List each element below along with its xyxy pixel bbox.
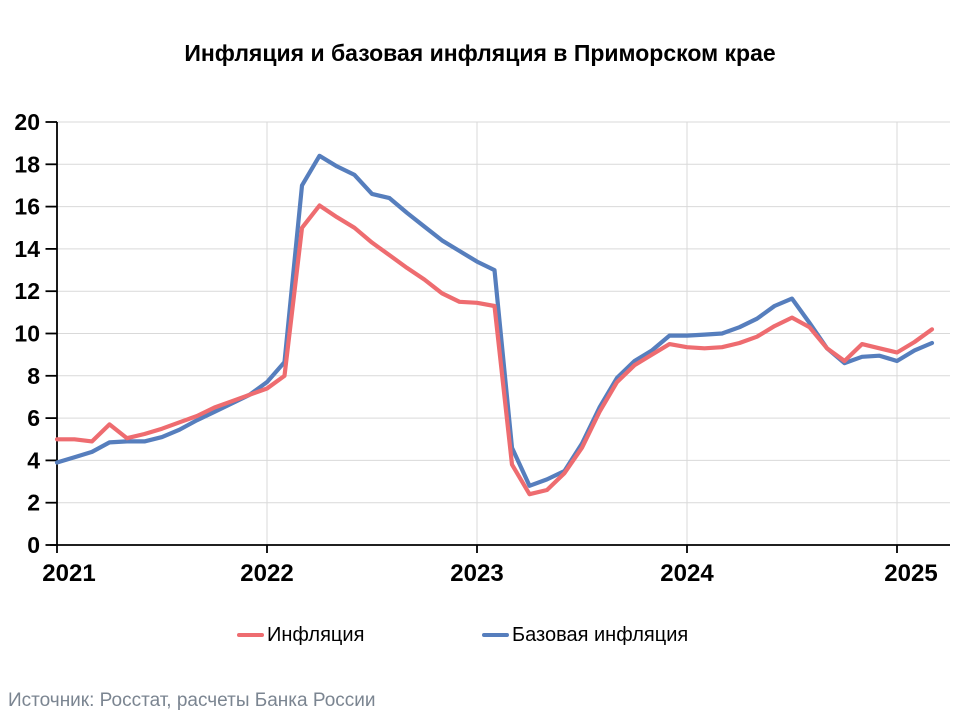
core-inflation-line-swatch-icon xyxy=(482,633,509,637)
inflation-line-swatch-icon xyxy=(237,633,264,637)
y-axis-tick-label: 2 xyxy=(27,490,40,516)
series-line-core-inflation xyxy=(54,153,935,488)
y-axis-tick-label: 16 xyxy=(14,194,40,220)
source-note: Источник: Росстат, расчеты Банка России xyxy=(8,690,376,711)
y-axis-tick-label: 0 xyxy=(27,532,40,558)
y-axis-tick-label: 8 xyxy=(27,363,40,389)
y-axis-tick-label: 14 xyxy=(14,236,40,262)
legend-item-core-inflation: Базовая инфляция xyxy=(482,622,688,648)
legend-label-core-inflation: Базовая инфляция xyxy=(512,623,689,646)
x-axis-tick-label: 2024 xyxy=(660,560,714,587)
legend: Инфляция Базовая инфляция xyxy=(0,622,960,648)
y-axis-tick-label: 6 xyxy=(27,405,40,431)
y-axis-tick-label: 10 xyxy=(14,321,40,347)
x-axis-tick-label: 2021 xyxy=(42,560,95,587)
x-axis-tick-label: 2025 xyxy=(884,560,937,587)
legend-label-inflation: Инфляция xyxy=(267,623,365,646)
series-line-inflation xyxy=(54,203,935,497)
y-axis-tick-label: 12 xyxy=(14,278,40,304)
x-axis-tick-label: 2023 xyxy=(450,560,503,587)
chart-title: Инфляция и базовая инфляция в Приморском… xyxy=(184,40,776,66)
y-axis-tick-label: 4 xyxy=(27,447,40,473)
legend-item-inflation: Инфляция xyxy=(237,622,364,648)
y-axis-tick-label: 20 xyxy=(14,109,40,135)
x-axis-tick-label: 2022 xyxy=(240,560,293,587)
y-axis-tick-label: 18 xyxy=(14,151,40,177)
